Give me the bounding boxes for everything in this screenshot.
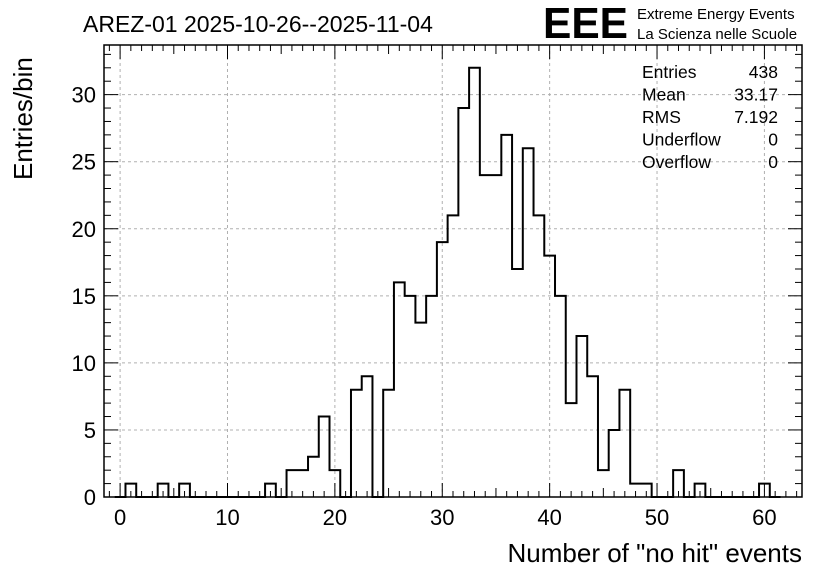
y-tick-label: 5 <box>84 418 96 443</box>
x-axis-label: Number of "no hit" events <box>508 538 803 568</box>
stats-label: Overflow <box>642 152 711 172</box>
stats-label: Mean <box>642 85 686 105</box>
stats-label: RMS <box>642 107 681 127</box>
stats-value: 0 <box>768 130 778 150</box>
x-tick-label: 30 <box>430 505 454 530</box>
y-tick-label: 25 <box>72 150 96 175</box>
stats-label: Entries <box>642 62 697 82</box>
x-tick-label: 60 <box>752 505 776 530</box>
logo-line-1: Extreme Energy Events <box>637 6 795 23</box>
chart-title: AREZ-01 2025-10-26--2025-11-04 <box>83 11 433 37</box>
x-tick-label: 50 <box>645 505 669 530</box>
x-tick-label: 0 <box>114 505 126 530</box>
y-tick-label: 0 <box>84 485 96 510</box>
x-tick-label: 20 <box>323 505 347 530</box>
x-axis-ticks <box>108 45 798 497</box>
x-axis-tick-labels: 0 10 20 30 40 50 60 <box>114 505 777 530</box>
x-tick-label: 10 <box>215 505 239 530</box>
y-tick-label: 15 <box>72 284 96 309</box>
stats-value: 438 <box>749 62 778 82</box>
stats-box: Entries 438 Mean 33.17 RMS 7.192 Underflow 0 Ove… <box>642 62 778 172</box>
y-tick-label: 30 <box>72 83 96 108</box>
x-tick-label: 40 <box>537 505 561 530</box>
y-axis-ticks <box>104 53 802 498</box>
y-axis-label: Entries/bin <box>8 57 38 180</box>
y-tick-label: 20 <box>72 217 96 242</box>
grid-lines <box>104 45 802 497</box>
stats-value: 33.17 <box>734 85 778 105</box>
y-tick-label: 10 <box>72 351 96 376</box>
stats-value: 0 <box>768 152 778 172</box>
stats-label: Underflow <box>642 130 721 150</box>
eee-logo-mark: EEE <box>543 0 628 48</box>
stats-value: 7.192 <box>734 107 778 127</box>
logo-line-2: La Scienza nelle Scuole <box>637 26 797 43</box>
eee-logo: EEE Extreme Energy Events La Scienza nel… <box>543 0 797 48</box>
y-axis-tick-labels: 0 5 10 15 20 25 30 <box>72 83 96 510</box>
plot-frame <box>103 44 803 498</box>
